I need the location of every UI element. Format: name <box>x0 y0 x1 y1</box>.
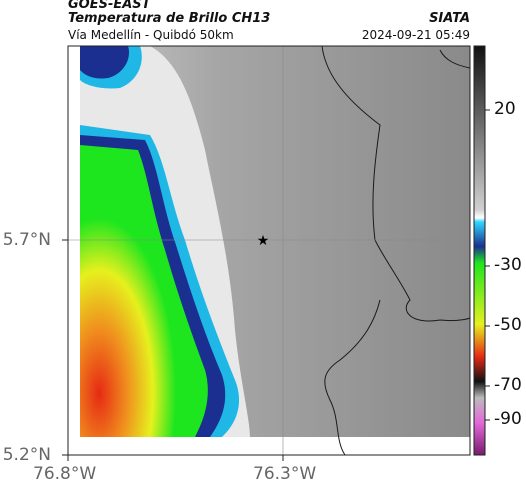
region-subtitle: Vía Medellín - Quibdó 50km <box>68 28 234 42</box>
satellite-label: GOES-EAST <box>68 0 151 12</box>
colorbar <box>473 45 486 456</box>
timestamp: 2024-09-21 05:49 <box>361 28 470 42</box>
product-title: Temperatura de Brillo CH13 <box>68 11 271 26</box>
cold-cloud-top <box>80 46 142 89</box>
lat-tick-label: 5.2°N <box>2 445 51 465</box>
lat-tick-label: 5.7°N <box>2 230 51 250</box>
graticule <box>68 46 470 455</box>
colorbar-tick-label: -70 <box>494 375 522 395</box>
colorbar-tick-label: -50 <box>494 315 522 335</box>
lon-tick-label: 76.8°W <box>33 464 97 484</box>
colorbar-tick-label: -30 <box>494 255 522 275</box>
boundary-lines <box>321 45 471 456</box>
organization-label: SIATA <box>429 11 470 26</box>
star-icon: ★ <box>257 233 270 249</box>
colorbar-tick-label: 20 <box>494 99 516 119</box>
colorbar-tick-label: -90 <box>494 409 522 429</box>
cold-cloud-main <box>80 125 240 437</box>
lon-tick-label: 76.3°W <box>253 464 317 484</box>
map-border <box>67 45 471 456</box>
